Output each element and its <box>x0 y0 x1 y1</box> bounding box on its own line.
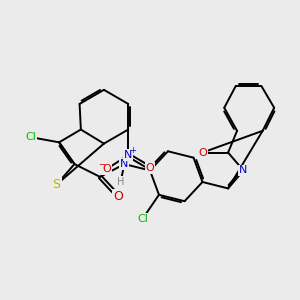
Text: +: + <box>129 146 136 155</box>
Text: Cl: Cl <box>137 214 148 224</box>
Text: N: N <box>120 159 129 169</box>
Text: Cl: Cl <box>26 132 36 142</box>
Text: O: O <box>102 164 111 174</box>
Text: O: O <box>198 148 207 158</box>
Text: O: O <box>113 190 123 202</box>
Text: S: S <box>52 178 61 191</box>
Text: N: N <box>239 166 247 176</box>
Text: −: − <box>98 160 105 169</box>
Text: H: H <box>117 177 124 187</box>
Text: O: O <box>146 163 154 173</box>
Text: N: N <box>124 150 132 160</box>
